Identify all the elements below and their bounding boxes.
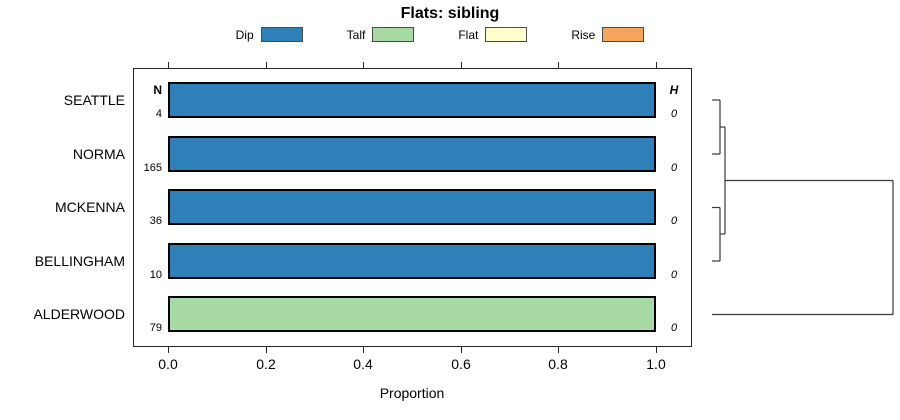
n-value: 79 xyxy=(149,322,162,334)
legend-swatch-flat xyxy=(485,27,528,42)
bar-alderwood xyxy=(168,296,656,332)
h-column-header: H xyxy=(669,83,679,97)
bar-segment-dip xyxy=(170,138,654,170)
legend-swatch-talf xyxy=(372,27,415,42)
x-axis-tick xyxy=(461,347,462,353)
x-tick-label: 0.0 xyxy=(158,356,178,372)
bar-seattle xyxy=(168,82,656,118)
y-axis-label-seattle: SEATTLE xyxy=(63,92,125,108)
y-axis-label-alderwood: ALDERWOOD xyxy=(33,306,125,322)
legend-label-talf: Talf xyxy=(346,27,366,42)
h-value: 0 xyxy=(670,269,678,281)
x-axis-tick xyxy=(558,347,559,353)
bar-segment-talf xyxy=(170,298,654,330)
legend-item-dip: Dip xyxy=(236,27,303,42)
legend: Dip Talf Flat Rise xyxy=(0,27,880,42)
legend-label-rise: Rise xyxy=(571,27,596,42)
bar-segment-dip xyxy=(170,84,654,116)
x-axis-tick xyxy=(656,62,657,68)
x-axis-tick xyxy=(266,347,267,353)
legend-item-rise: Rise xyxy=(571,27,645,42)
x-axis-tick xyxy=(266,62,267,68)
n-value: 165 xyxy=(143,162,162,174)
x-axis-tick xyxy=(168,62,169,68)
h-value: 0 xyxy=(670,322,678,334)
x-axis-tick xyxy=(461,62,462,68)
legend-label-flat: Flat xyxy=(458,27,479,42)
legend-swatch-rise xyxy=(602,27,645,42)
x-axis-tick xyxy=(656,347,657,353)
bar-segment-dip xyxy=(170,191,654,223)
legend-swatch-dip xyxy=(260,27,303,42)
plot-area: N H 4 165 36 10 79 0 0 0 0 0 xyxy=(133,68,692,347)
x-tick-label: 1.0 xyxy=(646,356,666,372)
x-axis-title: Proportion xyxy=(379,385,445,401)
n-value: 4 xyxy=(155,108,162,120)
legend-label-dip: Dip xyxy=(235,27,254,42)
bar-norma xyxy=(168,136,656,172)
x-axis-tick xyxy=(363,347,364,353)
x-tick-label: 0.4 xyxy=(353,356,373,372)
chart-title: Flats: sibling xyxy=(400,5,500,22)
h-value: 0 xyxy=(670,162,678,174)
x-axis-tick xyxy=(168,347,169,353)
x-tick-label: 0.6 xyxy=(451,356,471,372)
x-tick-label: 0.8 xyxy=(548,356,568,372)
bar-bellingham xyxy=(168,243,656,279)
n-value: 10 xyxy=(149,269,162,281)
bar-segment-dip xyxy=(170,245,654,277)
bar-mckenna xyxy=(168,189,656,225)
y-axis-label-bellingham: BELLINGHAM xyxy=(34,253,125,269)
y-axis-label-mckenna: MCKENNA xyxy=(54,199,125,215)
x-tick-label: 0.2 xyxy=(256,356,276,372)
y-axis-label-norma: NORMA xyxy=(72,146,125,162)
x-axis-tick xyxy=(558,62,559,68)
n-value: 36 xyxy=(149,215,162,227)
h-value: 0 xyxy=(670,108,678,120)
legend-item-talf: Talf xyxy=(347,27,415,42)
legend-item-flat: Flat xyxy=(458,27,528,42)
h-value: 0 xyxy=(670,215,678,227)
x-axis-tick xyxy=(363,62,364,68)
n-column-header: N xyxy=(153,83,162,97)
